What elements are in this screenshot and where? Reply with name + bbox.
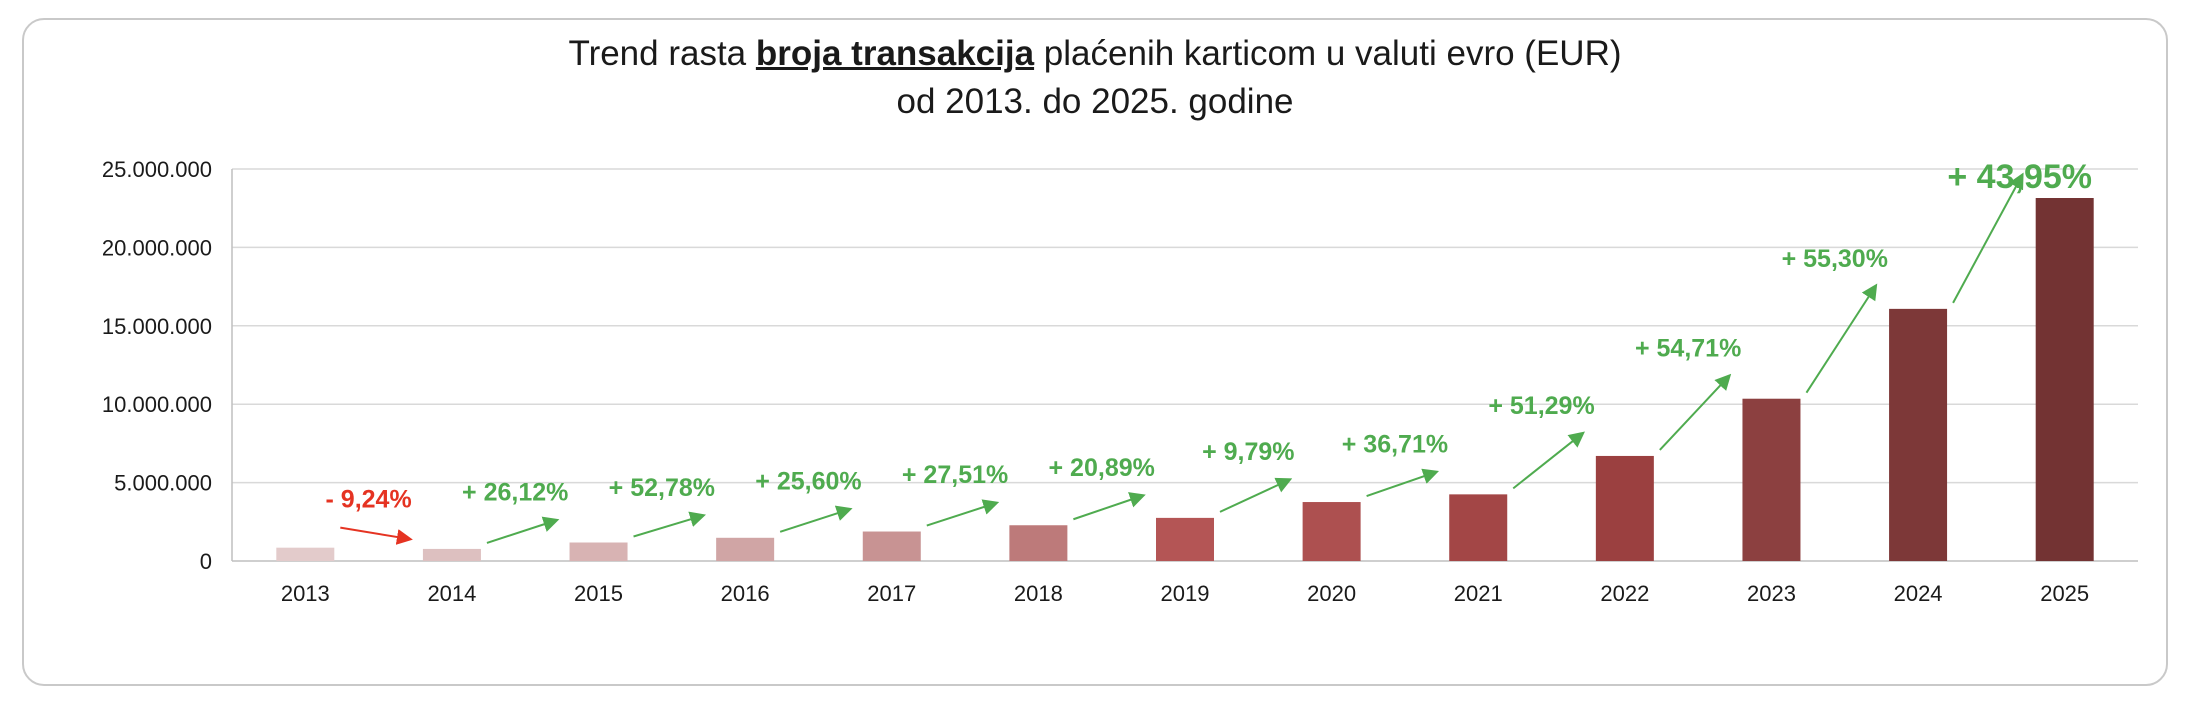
title-line-2: od 2013. do 2025. godine — [896, 82, 1294, 121]
growth-arrow — [1952, 172, 2024, 304]
growth-label: + 25,60% — [755, 468, 861, 496]
bar — [1009, 525, 1068, 561]
x-tick-label: 2021 — [1454, 581, 1503, 606]
bar — [1156, 517, 1214, 561]
chart-title: Trend rasta broja transakcija plaćenih k… — [0, 30, 2190, 126]
bar — [1449, 494, 1508, 561]
x-tick-label: 2018 — [1014, 581, 1063, 606]
bar — [2035, 198, 2094, 561]
growth-arrow — [1805, 283, 1878, 394]
growth-arrow — [1659, 373, 1732, 451]
x-tick-label: 2020 — [1307, 581, 1356, 606]
x-tick-label: 2014 — [427, 581, 476, 606]
title-bold: broja transakcija — [755, 34, 1035, 73]
bar — [1302, 502, 1361, 561]
x-tick-label: 2015 — [574, 581, 623, 606]
growth-arrow — [486, 516, 560, 544]
x-tick-label: 2023 — [1747, 581, 1796, 606]
growth-label: + 20,89% — [1049, 454, 1155, 482]
y-tick-label: 5.000.000 — [114, 471, 212, 496]
bar — [1742, 398, 1801, 561]
x-tick-label: 2022 — [1600, 581, 1649, 606]
y-tick-label: 10.000.000 — [102, 392, 212, 417]
bar — [276, 547, 335, 561]
growth-label: + 51,29% — [1488, 392, 1594, 420]
growth-label: + 52,78% — [609, 474, 715, 502]
x-tick-label: 2016 — [721, 581, 770, 606]
x-tick-label: 2019 — [1161, 581, 1210, 606]
bar — [569, 542, 628, 561]
growth-arrow — [340, 526, 413, 545]
bar — [716, 537, 775, 561]
chart-frame — [22, 18, 2168, 686]
growth-arrow — [1219, 477, 1293, 513]
bar — [1595, 455, 1654, 561]
growth-arrow — [633, 511, 706, 538]
growth-arrow — [1073, 492, 1146, 521]
growth-label: + 43,95% — [1947, 158, 2092, 196]
bar — [422, 548, 481, 561]
bar — [1889, 308, 1948, 561]
x-tick-label: 2024 — [1894, 581, 1943, 606]
growth-label: + 27,51% — [902, 461, 1008, 489]
growth-label: + 36,71% — [1342, 430, 1448, 458]
y-tick-label: 15.000.000 — [102, 314, 212, 339]
growth-label: + 26,12% — [462, 478, 568, 506]
y-tick-label: 20.000.000 — [102, 235, 212, 260]
y-tick-label: 25.000.000 — [102, 157, 212, 182]
title-line-1: Trend rasta broja transakcija plaćenih k… — [0, 30, 2190, 78]
growth-arrow — [1512, 431, 1585, 490]
x-tick-label: 2025 — [2040, 581, 2089, 606]
x-tick-label: 2013 — [281, 581, 330, 606]
growth-label: + 54,71% — [1635, 335, 1741, 363]
growth-arrow — [926, 499, 1000, 527]
growth-label: - 9,24% — [326, 486, 412, 514]
title-part-2: plaćenih karticom u valuti evro (EUR) — [1034, 34, 1622, 73]
y-tick-label: 0 — [200, 549, 212, 574]
x-tick-label: 2017 — [867, 581, 916, 606]
growth-arrow — [779, 505, 853, 533]
growth-label: + 55,30% — [1782, 245, 1888, 273]
growth-label: + 9,79% — [1202, 438, 1294, 466]
title-part-1: Trend rasta — [568, 34, 756, 73]
bar — [862, 531, 921, 561]
growth-arrow — [1366, 468, 1440, 497]
